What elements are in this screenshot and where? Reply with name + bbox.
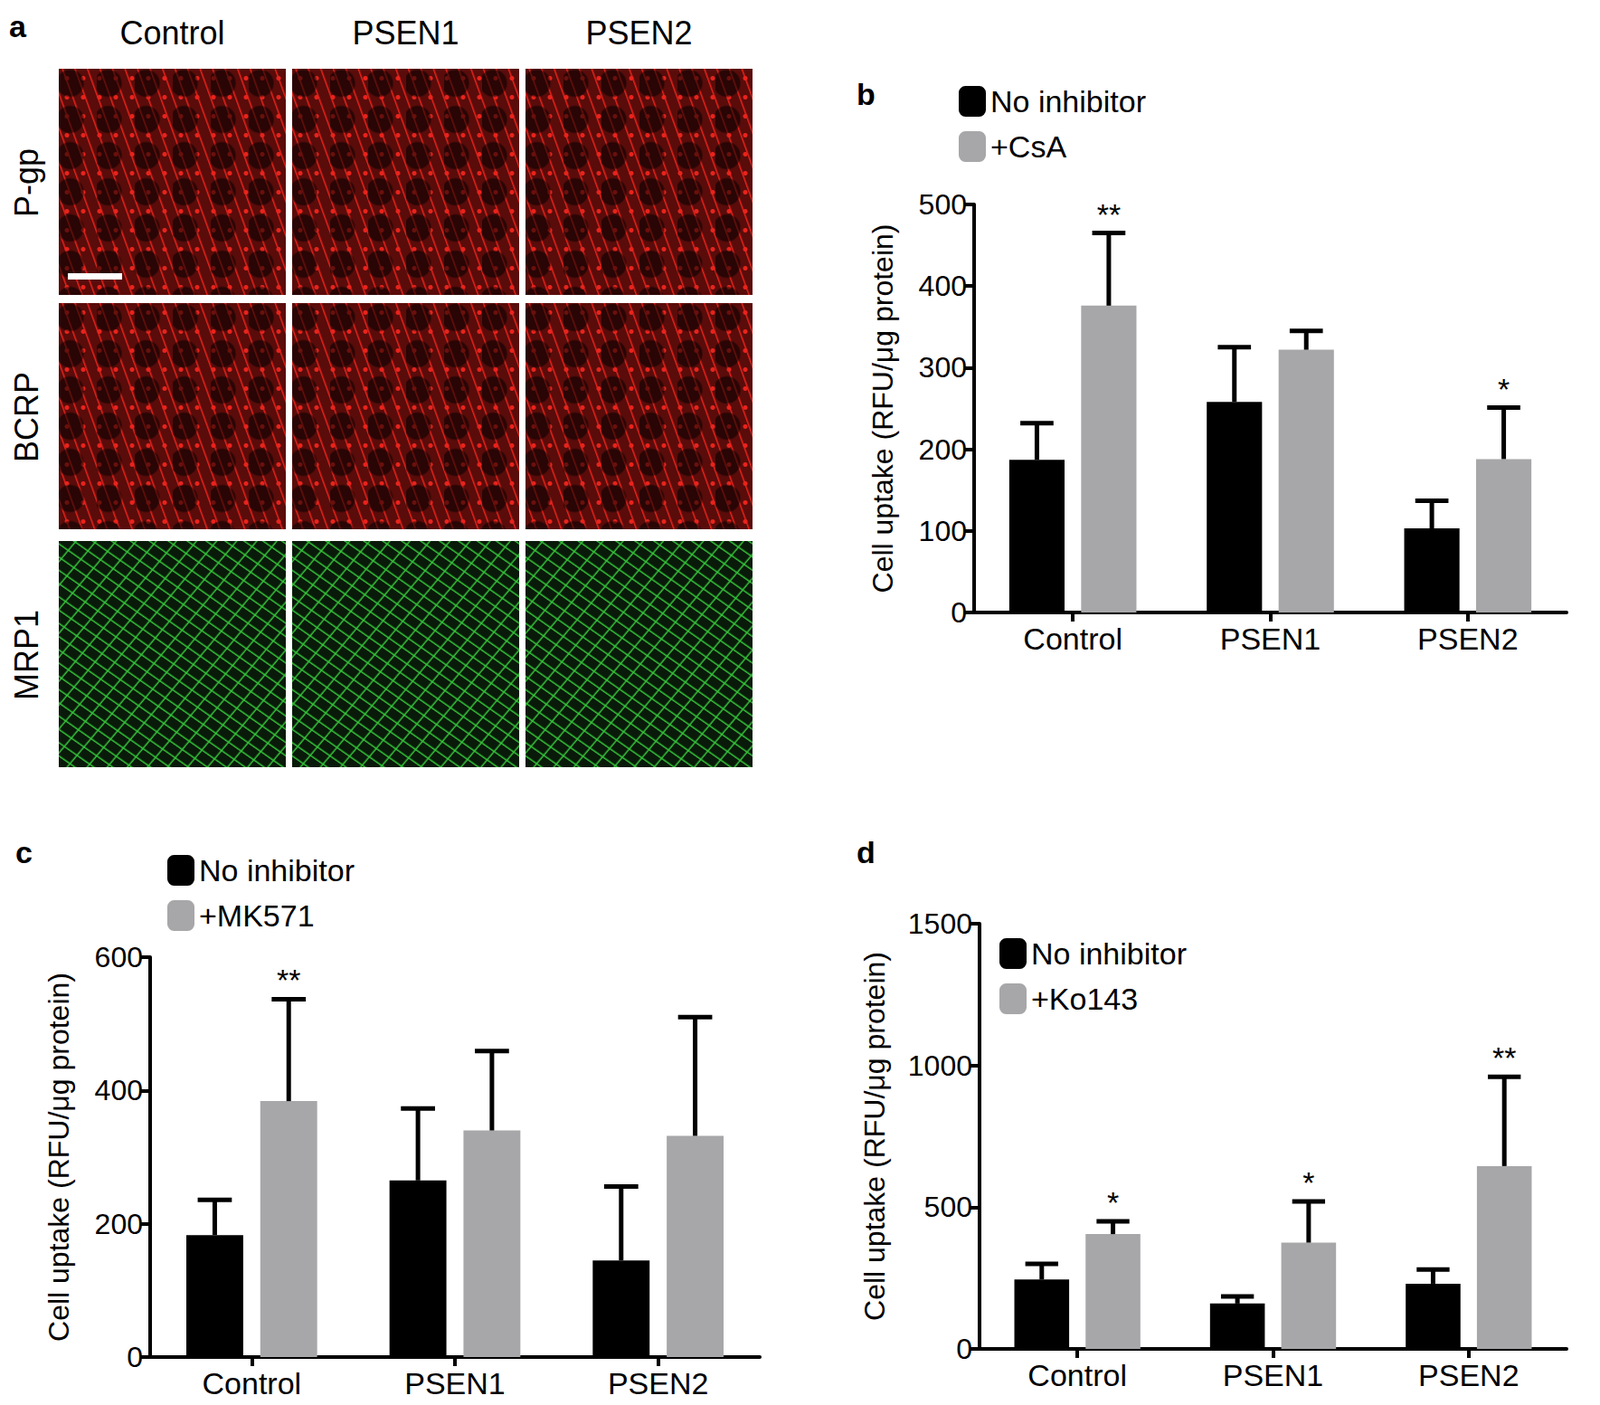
svg-text:No inhibitor: No inhibitor [990, 84, 1146, 119]
svg-text:1000: 1000 [908, 1049, 973, 1082]
svg-text:0: 0 [956, 1332, 973, 1365]
svg-text:100: 100 [918, 514, 967, 548]
svg-text:c: c [15, 834, 33, 870]
svg-text:*: * [1107, 1184, 1119, 1220]
svg-text:d: d [856, 834, 876, 870]
svg-text:PSEN2: PSEN2 [607, 1365, 710, 1401]
html-text:PSEN2: PSEN2 [585, 14, 693, 52]
html-text:a: a [9, 9, 27, 44]
svg-text:400: 400 [918, 269, 967, 303]
svg-text:Control: Control [202, 1365, 303, 1401]
svg-text:No inhibitor: No inhibitor [1031, 936, 1187, 971]
svg-text:Control: Control [1022, 621, 1123, 656]
svg-text:**: ** [276, 962, 301, 997]
svg-text:400: 400 [94, 1073, 143, 1107]
svg-text:No inhibitor: No inhibitor [198, 852, 355, 888]
svg-text:0: 0 [126, 1340, 143, 1373]
svg-text:+MK571: +MK571 [198, 898, 315, 933]
svg-text:200: 200 [918, 433, 967, 466]
svg-text:b: b [856, 76, 876, 112]
svg-text:**: ** [1097, 197, 1121, 232]
svg-text:1500: 1500 [908, 907, 973, 940]
svg-text:0: 0 [950, 596, 967, 629]
svg-text:+Ko143: +Ko143 [1031, 981, 1138, 1016]
html-text:P-gp: P-gp [8, 148, 46, 218]
svg-text:*: * [1497, 371, 1510, 407]
svg-text:+CsA: +CsA [990, 129, 1067, 164]
svg-text:Cell uptake (RFU/μg protein): Cell uptake (RFU/μg protein) [858, 951, 891, 1321]
svg-text:600: 600 [94, 940, 143, 974]
html-text:MRP1: MRP1 [8, 609, 46, 701]
svg-text:300: 300 [918, 350, 967, 384]
svg-text:Cell uptake (RFU/μg protein): Cell uptake (RFU/μg protein) [866, 224, 900, 594]
svg-text:PSEN1: PSEN1 [404, 1365, 506, 1401]
svg-text:500: 500 [918, 188, 967, 221]
svg-text:PSEN2: PSEN2 [1418, 1357, 1520, 1392]
svg-text:200: 200 [94, 1207, 143, 1241]
svg-text:Cell uptake (RFU/μg protein): Cell uptake (RFU/μg protein) [42, 972, 76, 1342]
svg-text:PSEN1: PSEN1 [1222, 1357, 1325, 1392]
html-text:BCRP: BCRP [8, 371, 46, 463]
svg-text:500: 500 [924, 1190, 973, 1223]
svg-text:PSEN2: PSEN2 [1417, 621, 1519, 656]
svg-text:*: * [1302, 1164, 1315, 1200]
svg-text:Control: Control [1027, 1357, 1127, 1392]
html-text:PSEN1: PSEN1 [352, 14, 460, 52]
html-text:Control: Control [119, 14, 225, 52]
svg-text:PSEN1: PSEN1 [1220, 621, 1322, 656]
svg-text:**: ** [1492, 1040, 1516, 1075]
